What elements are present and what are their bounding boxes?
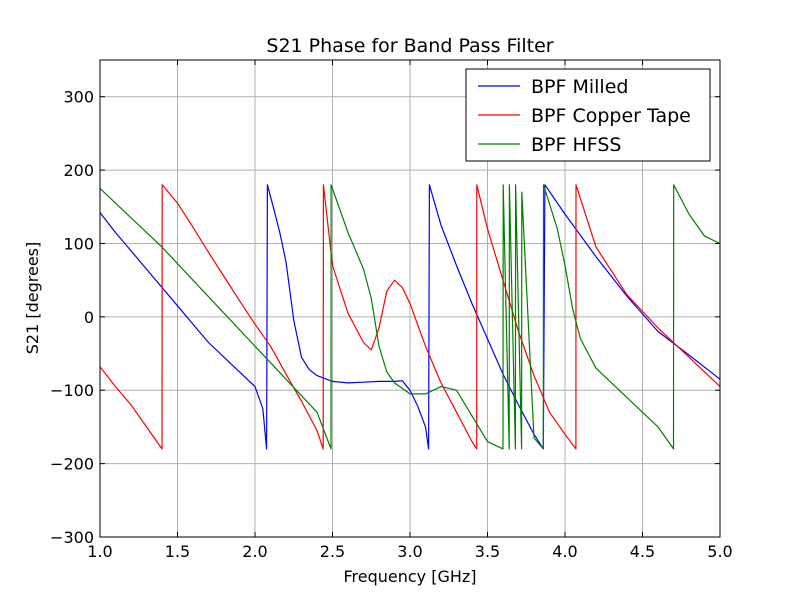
y-tick-label: −100 <box>50 381 94 400</box>
legend-label: BPF Milled <box>531 76 628 98</box>
legend-label: BPF Copper Tape <box>531 105 691 127</box>
x-tick-label: 1.0 <box>87 542 112 561</box>
chart-title: S21 Phase for Band Pass Filter <box>266 35 553 57</box>
y-axis-label: S21 [degrees] <box>23 242 42 355</box>
y-tick-label: 0 <box>84 308 94 327</box>
series-lines <box>100 184 720 450</box>
y-tick-label: −200 <box>50 455 94 474</box>
x-tick-label: 4.5 <box>630 542 655 561</box>
legend: BPF Milled BPF Copper Tape BPF HFSS <box>465 68 711 162</box>
x-tick-label: 4.0 <box>552 542 577 561</box>
x-tick-label: 2.5 <box>320 542 345 561</box>
series-line-2 <box>100 184 720 450</box>
legend-label: BPF HFSS <box>531 134 621 156</box>
series-line-3 <box>100 184 720 450</box>
y-tick-label: 100 <box>63 234 94 253</box>
x-tick-label: 2.0 <box>242 542 267 561</box>
axis-ticks: 1.0 1.5 2.0 2.5 3.0 3.5 4.0 4.5 5.0 −300 −200 −100 0… <box>50 60 733 561</box>
x-tick-label: 3.5 <box>475 542 500 561</box>
y-tick-label: 200 <box>63 161 94 180</box>
y-tick-label: −300 <box>50 528 94 547</box>
x-tick-label: 3.0 <box>397 542 422 561</box>
y-tick-label: 300 <box>63 88 94 107</box>
x-axis-label: Frequency [GHz] <box>343 567 476 586</box>
x-tick-label: 5.0 <box>707 542 732 561</box>
x-tick-label: 1.5 <box>165 542 190 561</box>
series-line-1 <box>100 184 720 450</box>
